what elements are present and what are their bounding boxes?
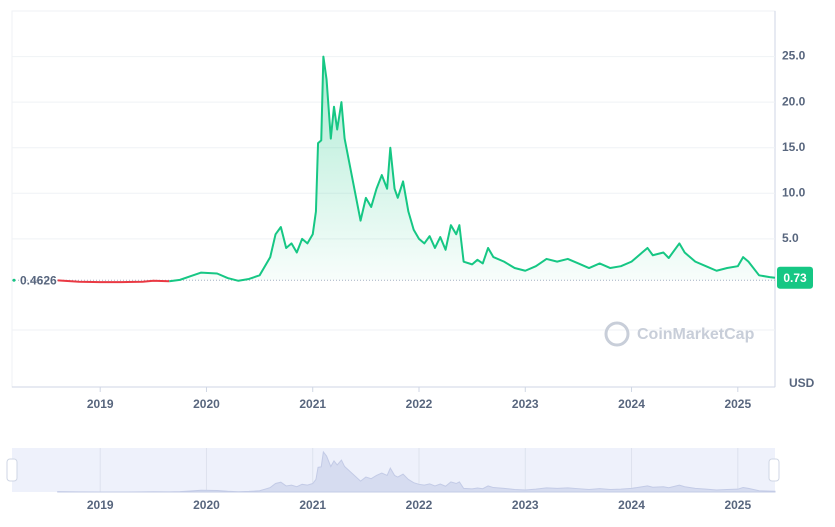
y-tick-label: 5.0 [782, 231, 799, 245]
x-tick-label: 2024 [618, 397, 645, 411]
price-line-up [169, 55, 776, 283]
watermark: CoinMarketCap [604, 321, 755, 347]
last-price-label: 0.73 [783, 271, 807, 285]
x-tick-label: 2020 [193, 397, 220, 411]
navigator-tick-label: 2024 [618, 498, 645, 512]
navigator-handle-right[interactable] [768, 458, 780, 482]
navigator-tick-label: 2019 [87, 498, 114, 512]
navigator-tick-label: 2025 [724, 498, 751, 512]
y-tick-label: 20.0 [782, 94, 806, 108]
x-tick-label: 2025 [724, 397, 751, 411]
last-price-badge [777, 266, 813, 289]
navigator-tick-label: 2020 [193, 498, 220, 512]
price-line-down [57, 279, 170, 284]
y-tick-label: 15.0 [782, 140, 806, 154]
baseline-label: 0.4626 [20, 273, 57, 287]
area [169, 56, 776, 282]
navigator-tick-label: 2021 [299, 498, 326, 512]
x-tick-label: 2023 [512, 397, 539, 411]
navigator-handle-left[interactable] [6, 458, 18, 482]
y-tick-label: 10.0 [782, 185, 806, 199]
currency-label: USD [789, 376, 815, 390]
x-tick-label: 2022 [406, 397, 433, 411]
x-tick-label: 2021 [299, 397, 326, 411]
x-tick-label: 2019 [87, 397, 114, 411]
baseline-dot [12, 278, 16, 282]
navigator-tick-label: 2022 [406, 498, 433, 512]
navigator-tick-label: 2023 [512, 498, 539, 512]
watermark-text: CoinMarketCap [637, 326, 755, 343]
navigator-area [57, 450, 776, 493]
y-tick-label: 25.0 [782, 49, 806, 63]
